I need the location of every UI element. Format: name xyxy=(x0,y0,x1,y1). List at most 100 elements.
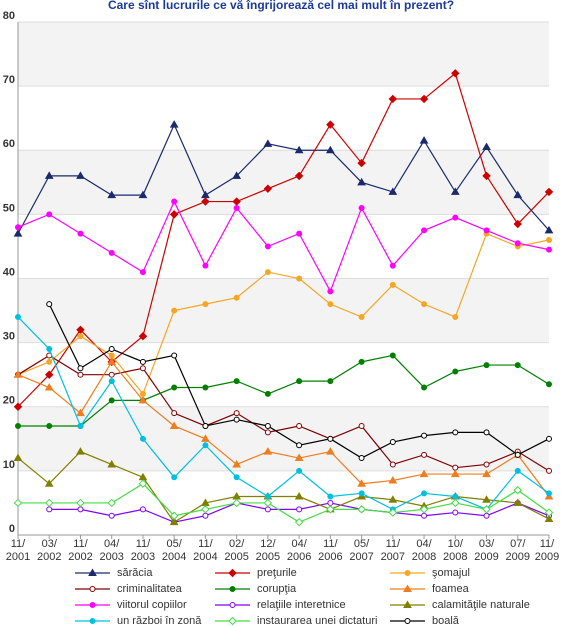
data-point xyxy=(419,505,429,514)
data-point xyxy=(169,120,179,128)
data-point xyxy=(202,301,209,308)
data-point xyxy=(451,498,460,508)
x-tick-label: 11/ 2003 xyxy=(130,538,156,563)
legend-label: boală xyxy=(432,615,460,627)
data-point xyxy=(202,512,209,519)
data-point xyxy=(139,365,146,372)
x-tick-label: 03/ 2009 xyxy=(474,538,499,563)
data-point xyxy=(358,358,365,365)
data-point xyxy=(296,422,303,429)
data-point xyxy=(482,142,491,151)
data-point xyxy=(357,158,366,168)
data-point xyxy=(327,378,334,385)
data-point xyxy=(139,506,146,513)
data-point xyxy=(482,469,491,478)
y-tick-label: 80 xyxy=(3,10,15,22)
data-point xyxy=(482,505,491,514)
data-point xyxy=(107,498,116,508)
data-point xyxy=(358,422,365,429)
data-point xyxy=(388,508,398,517)
data-point xyxy=(296,230,303,237)
data-point xyxy=(44,479,54,487)
data-point xyxy=(388,476,398,484)
x-tick-label: 05/ 2004 xyxy=(161,538,187,563)
data-point xyxy=(171,198,178,205)
data-point xyxy=(421,512,428,519)
data-point xyxy=(389,262,396,269)
legend-marker xyxy=(228,568,237,578)
data-point xyxy=(452,429,459,436)
data-point xyxy=(46,422,53,429)
data-point xyxy=(296,442,303,449)
x-tick-label: 11/ 2001 xyxy=(5,538,31,563)
x-tick-label: 04/ 2008 xyxy=(411,538,437,563)
data-point xyxy=(139,269,146,276)
series-line xyxy=(18,354,550,427)
data-point xyxy=(108,371,115,378)
legend-label: relaţiile interetnice xyxy=(257,599,346,611)
y-tick-label: 10 xyxy=(3,459,15,471)
data-point xyxy=(15,422,21,429)
data-point xyxy=(138,395,148,404)
legend-label: instaurarea unei dictaturi xyxy=(257,615,377,627)
data-point xyxy=(546,435,552,442)
data-point xyxy=(452,509,459,516)
data-point xyxy=(171,307,178,314)
data-point xyxy=(201,197,210,206)
grid-band xyxy=(18,22,549,87)
data-point xyxy=(296,378,303,385)
data-point xyxy=(358,490,365,497)
x-tick-label: 04/ 2003 xyxy=(99,538,124,563)
data-point xyxy=(107,190,117,199)
grid-band xyxy=(18,278,549,343)
data-point xyxy=(13,453,23,462)
x-tick-label: 02/ 2005 xyxy=(224,538,249,563)
data-point xyxy=(388,94,398,104)
x-tick-label: 10/ 2008 xyxy=(443,538,468,563)
data-point xyxy=(201,505,210,514)
data-point xyxy=(171,410,178,417)
data-point xyxy=(264,422,271,429)
data-point xyxy=(482,495,491,503)
data-point xyxy=(169,511,179,520)
x-tick-label: 11/ 2009 xyxy=(534,538,560,563)
data-point xyxy=(421,301,428,308)
legend-label: sărăcia xyxy=(117,567,153,579)
data-point xyxy=(139,390,146,397)
data-point xyxy=(294,453,304,462)
series-line xyxy=(17,450,550,523)
data-point xyxy=(171,384,178,391)
legend-marker xyxy=(88,568,97,576)
data-point xyxy=(13,498,23,508)
data-point xyxy=(294,517,304,527)
data-point xyxy=(169,210,179,219)
data-point xyxy=(421,384,428,391)
data-point xyxy=(358,313,365,320)
data-point xyxy=(46,346,53,353)
data-point xyxy=(296,506,303,513)
data-point xyxy=(264,429,271,436)
data-point xyxy=(77,230,84,237)
data-point xyxy=(327,493,334,500)
data-point xyxy=(44,171,54,179)
data-point xyxy=(513,190,523,199)
data-point xyxy=(544,514,554,522)
data-point xyxy=(76,408,85,417)
x-tick-label: 07/ 2009 xyxy=(505,538,530,563)
y-tick-label: 40 xyxy=(3,266,15,278)
data-point xyxy=(263,447,273,455)
data-point xyxy=(513,498,523,506)
y-tick-label: 60 xyxy=(3,138,15,150)
legend-marker xyxy=(403,584,412,592)
data-point xyxy=(264,506,271,513)
data-point xyxy=(544,225,554,234)
data-point xyxy=(327,435,334,442)
legend-marker xyxy=(229,586,236,592)
series-line xyxy=(17,72,550,408)
data-point xyxy=(44,383,54,391)
data-point xyxy=(45,498,54,508)
data-point xyxy=(513,219,522,229)
data-point xyxy=(514,362,521,369)
data-point xyxy=(419,469,429,478)
y-tick-label: 50 xyxy=(3,202,15,214)
